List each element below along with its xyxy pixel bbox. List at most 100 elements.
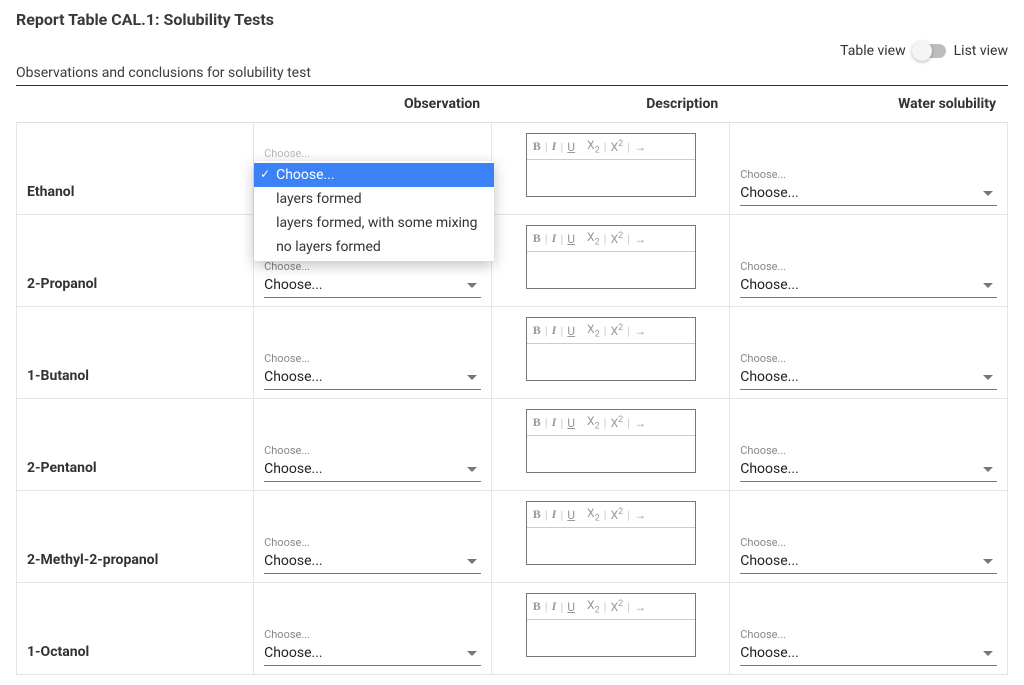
italic-icon[interactable]: I [552,415,557,430]
subscript-icon[interactable]: X2 [587,230,600,247]
bold-icon[interactable]: B [533,139,541,154]
rich-text-editor[interactable]: B | I | U X2 | X2 | → [526,133,696,197]
select-water: Choose... Choose... [740,332,997,390]
view-toggle[interactable] [914,44,946,58]
bold-icon[interactable]: B [533,415,541,430]
arrow-icon[interactable]: → [634,324,646,338]
superscript-icon[interactable]: X2 [611,507,624,522]
select-field-observation[interactable]: Choose... [264,367,481,390]
rte-toolbar: B | I | U X2 | X2 | → [527,226,695,252]
separator: | [602,416,609,430]
select-value: Choose... [740,645,799,661]
italic-icon[interactable]: I [552,231,557,246]
rte-body[interactable] [527,160,695,196]
observation-cell: Choose... Choose... [254,307,492,399]
underline-icon[interactable]: U [567,232,575,246]
select-field-observation[interactable]: Choose... [264,643,481,666]
dropdown-option[interactable]: layers formed, with some mixing [254,211,494,235]
underline-icon[interactable]: U [567,140,575,154]
select-field-observation[interactable]: Choose... [264,459,481,482]
rich-text-editor[interactable]: B | I | U X2 | X2 | → [526,409,696,473]
subscript-icon[interactable]: X2 [587,598,600,615]
select-value: Choose... [740,369,799,385]
separator: | [543,232,550,246]
italic-icon[interactable]: I [552,323,557,338]
italic-icon[interactable]: I [552,507,557,522]
separator: | [543,324,550,338]
select-small-label: Choose... [264,260,481,273]
rte-body[interactable] [527,436,695,472]
rte-toolbar: B | I | U X2 | X2 | → [527,134,695,160]
rte-body[interactable] [527,528,695,564]
select-value: Choose... [740,277,799,293]
select-value: Choose... [740,553,799,569]
rte-body[interactable] [527,620,695,656]
select-field-water[interactable]: Choose... [740,367,997,390]
superscript-icon[interactable]: X2 [611,323,624,338]
subscript-icon[interactable]: X2 [587,506,600,523]
select-value: Choose... [264,461,323,477]
underline-icon[interactable]: U [567,416,575,430]
select-water: Choose... Choose... [740,148,997,206]
separator: | [625,324,632,338]
arrow-icon[interactable]: → [634,600,646,614]
separator: | [625,140,632,154]
rich-text-editor[interactable]: B | I | U X2 | X2 | → [526,593,696,657]
superscript-icon[interactable]: X2 [611,599,624,614]
description-cell: B | I | U X2 | X2 | → [492,123,730,215]
select-field-water[interactable]: Choose... [740,551,997,574]
select-field-water[interactable]: Choose... [740,459,997,482]
select-small-label: Choose... [740,628,997,641]
dropdown-option[interactable]: Choose... [254,163,494,187]
bold-icon[interactable]: B [533,507,541,522]
superscript-icon[interactable]: X2 [611,139,624,154]
description-cell: B | I | U X2 | X2 | → [492,215,730,307]
chevron-down-icon [467,375,477,380]
subscript-icon[interactable]: X2 [587,138,600,155]
select-observation: Choose... Choose... [264,332,481,390]
select-water: Choose... Choose... [740,516,997,574]
superscript-icon[interactable]: X2 [611,415,624,430]
description-cell: B | I | U X2 | X2 | → [492,307,730,399]
view-toggle-row: Table view List view [16,43,1008,59]
rte-toolbar: B | I | U X2 | X2 | → [527,318,695,344]
water-cell: Choose... Choose... [730,491,1008,583]
subscript-icon[interactable]: X2 [587,414,600,431]
solubility-table: Observation Description Water solubility… [16,85,1008,675]
select-field-water[interactable]: Choose... [740,643,997,666]
col-header-observation: Observation [254,85,492,123]
chevron-down-icon [467,283,477,288]
dropdown-option[interactable]: layers formed [254,187,494,211]
subscript-icon[interactable]: X2 [587,322,600,339]
underline-icon[interactable]: U [567,600,575,614]
observation-dropdown-open[interactable]: Choose...layers formedlayers formed, wit… [254,161,494,261]
rte-body[interactable] [527,252,695,288]
italic-icon[interactable]: I [552,599,557,614]
separator: | [558,416,565,430]
separator: | [625,508,632,522]
select-field-water[interactable]: Choose... [740,183,997,206]
dropdown-option[interactable]: no layers formed [254,235,494,259]
rich-text-editor[interactable]: B | I | U X2 | X2 | → [526,317,696,381]
select-field-observation[interactable]: Choose... [264,551,481,574]
table-row: 2-Pentanol Choose... Choose... B | I | U… [16,399,1008,491]
underline-icon[interactable]: U [567,508,575,522]
separator: | [602,508,609,522]
bold-icon[interactable]: B [533,599,541,614]
arrow-icon[interactable]: → [634,140,646,154]
arrow-icon[interactable]: → [634,508,646,522]
bold-icon[interactable]: B [533,231,541,246]
select-field-water[interactable]: Choose... [740,275,997,298]
italic-icon[interactable]: I [552,139,557,154]
rte-body[interactable] [527,344,695,380]
underline-icon[interactable]: U [567,324,575,338]
bold-icon[interactable]: B [533,323,541,338]
rich-text-editor[interactable]: B | I | U X2 | X2 | → [526,501,696,565]
arrow-icon[interactable]: → [634,416,646,430]
superscript-icon[interactable]: X2 [611,231,624,246]
select-field-observation[interactable]: Choose... [264,275,481,298]
select-value: Choose... [264,553,323,569]
rich-text-editor[interactable]: B | I | U X2 | X2 | → [526,225,696,289]
arrow-icon[interactable]: → [634,232,646,246]
separator: | [625,600,632,614]
